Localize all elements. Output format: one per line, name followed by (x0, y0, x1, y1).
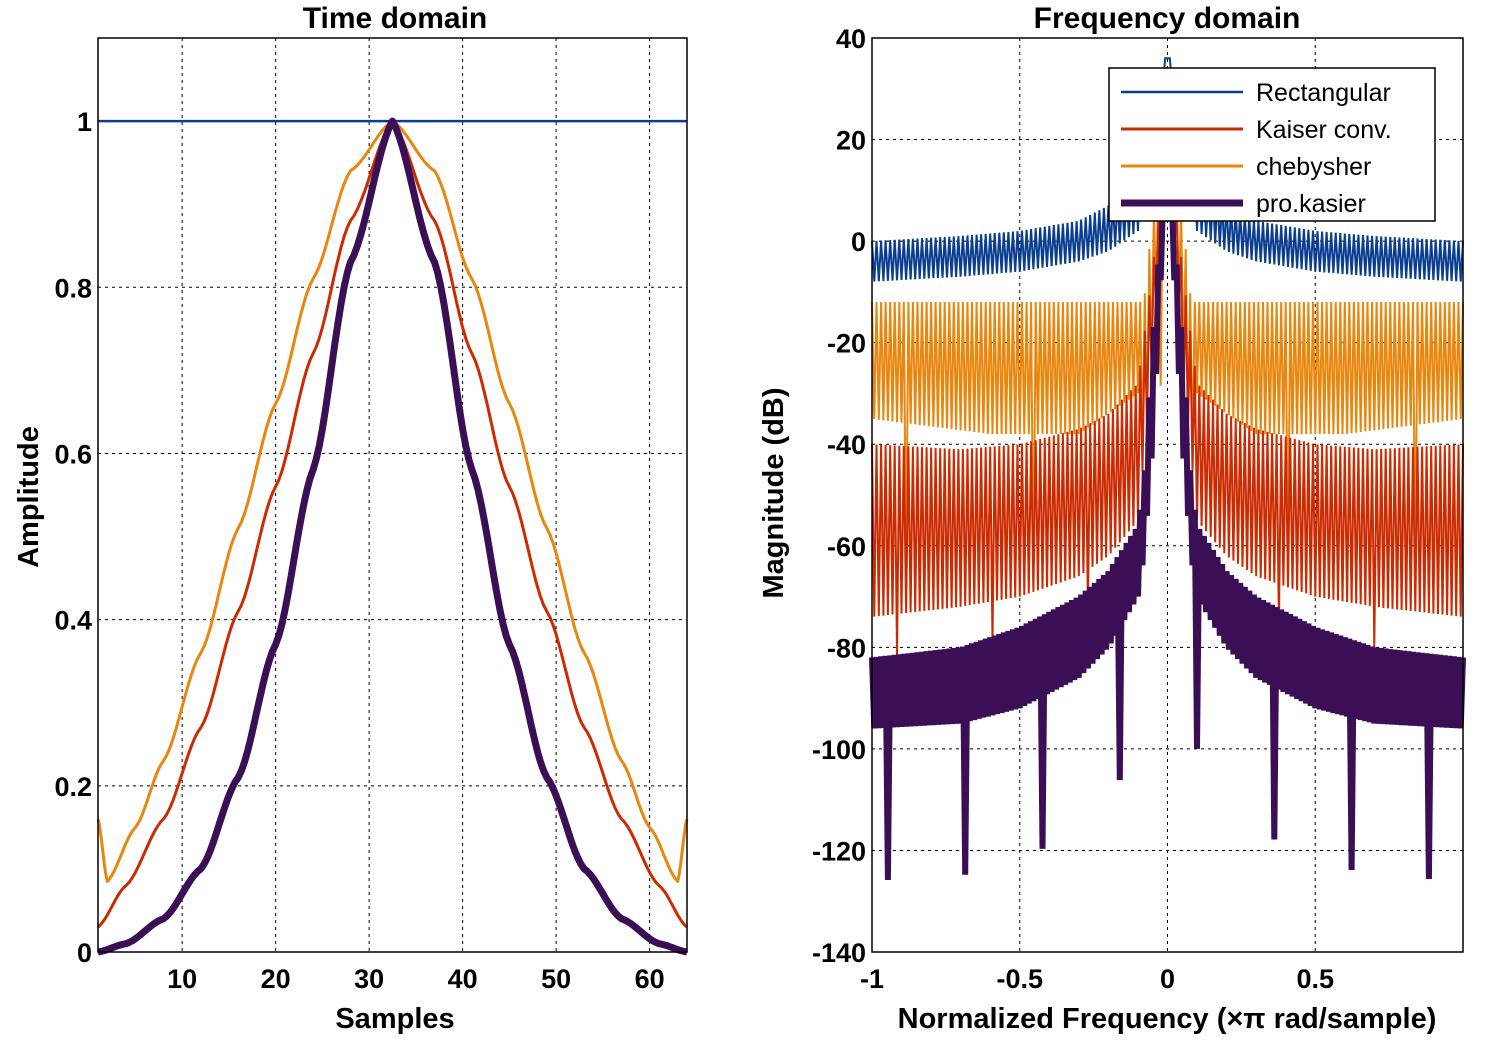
legend: Rectangular Kaiser conv. chebysher pro.kasi… (1108, 67, 1436, 222)
time-domain-axes-box (97, 37, 688, 953)
freq-ytick-label: -20 (827, 329, 866, 359)
time-domain-panel: 10 20 30 40 50 60 0 0.2 0.4 0.6 0.8 1 Time domain S… (13, 2, 689, 1035)
freq-ytick-label: -80 (827, 633, 866, 663)
frequency-domain-panel: -1 -0.5 0 0.5-140-120-100-80-60-40-2002040 … (758, 2, 1466, 1035)
freq-ytick-label: -100 (812, 735, 866, 765)
freq-ytick-label: 0 (851, 227, 866, 257)
time-xtick-label: 30 (354, 964, 384, 994)
legend-entries: Rectangular Kaiser conv. chebysher pro.kasi… (1121, 79, 1392, 218)
legend-label: pro.kasier (1256, 190, 1366, 218)
time-domain-grid (98, 38, 687, 952)
time-xtick-label: 10 (167, 964, 197, 994)
freq-xtick-label: -0.5 (996, 964, 1043, 994)
legend-label: Kaiser conv. (1256, 116, 1392, 144)
time-domain-ticks: 10 20 30 40 50 60 0 0.2 0.4 0.6 0.8 1 (54, 107, 664, 994)
time-xtick-label: 50 (541, 964, 571, 994)
time-domain-xlabel: Samples (335, 1003, 454, 1035)
time-domain-plot-area (98, 38, 687, 952)
time-series-3 (96, 117, 689, 956)
time-domain-series (96, 117, 689, 956)
frequency-domain-title: Frequency domain (1034, 2, 1301, 35)
time-ytick-label: 0.6 (54, 439, 92, 469)
time-ytick-label: 0 (77, 938, 92, 968)
time-ytick-label: 0.8 (54, 273, 92, 303)
freq-ytick-label: -140 (812, 938, 866, 968)
freq-ytick-label: -60 (827, 532, 866, 562)
freq-ytick-label: 20 (836, 126, 866, 156)
time-xtick-label: 60 (635, 964, 665, 994)
time-xtick-label: 40 (448, 964, 478, 994)
freq-xtick-label: -1 (860, 964, 884, 994)
frequency-domain-ylabel: Magnitude (dB) (758, 387, 790, 598)
time-domain-title: Time domain (303, 2, 487, 35)
time-domain-ylabel: Amplitude (13, 426, 45, 568)
frequency-domain-xlabel: Normalized Frequency (×π rad/sample) (898, 1003, 1437, 1035)
time-ytick-label: 0.4 (54, 606, 92, 636)
legend-label: chebysher (1256, 153, 1371, 181)
freq-series-0 (871, 57, 1464, 282)
time-xtick-label: 20 (261, 964, 291, 994)
frequency-domain-axes-box (871, 37, 1464, 953)
freq-ytick-label: -40 (827, 430, 866, 460)
legend-label: Rectangular (1256, 79, 1391, 107)
freq-xtick-label: 0.5 (1296, 964, 1334, 994)
time-ytick-label: 1 (77, 107, 92, 137)
frequency-domain-ticks: -1 -0.5 0 0.5 -140 -120 -100 -80 -60 -40 -20 0 20 40 (812, 24, 1334, 994)
time-ytick-label: 0.2 (54, 772, 92, 802)
legend-box (1108, 67, 1436, 222)
freq-xtick-label: 0 (1160, 964, 1175, 994)
freq-ytick-label: 40 (836, 24, 866, 54)
freq-ytick-label: -120 (812, 836, 866, 866)
